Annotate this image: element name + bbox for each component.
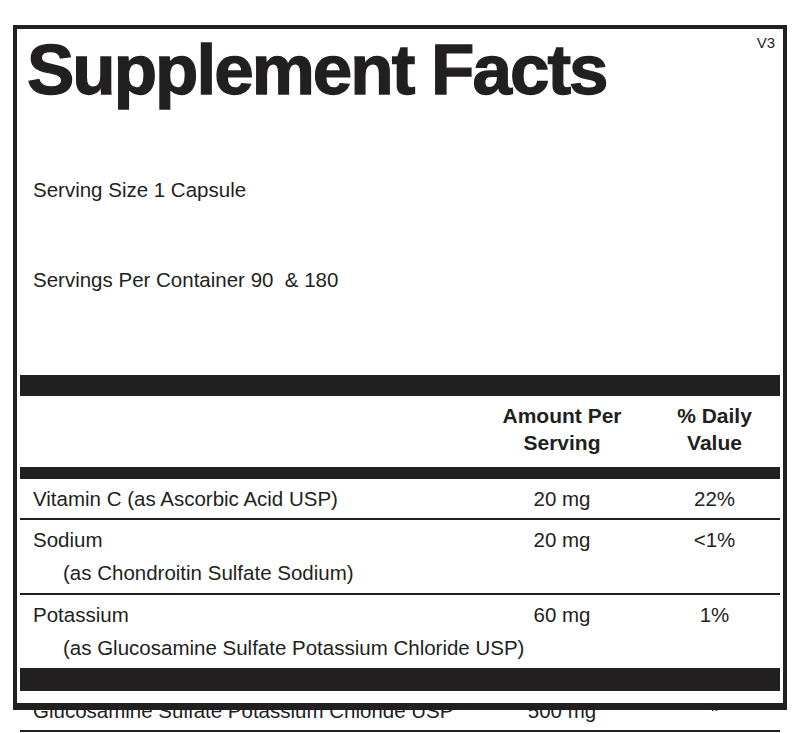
nutrient-name: Vitamin C (as Ascorbic Acid USP): [33, 485, 462, 513]
ingredient-name: Glucosamine Sulfate Potassium Chloride U…: [33, 697, 462, 725]
nutrient-daily-value: 1%: [662, 601, 767, 629]
nutrient-source: (as Chondroitin Sulfate Sodium): [20, 559, 780, 593]
label-image: V3 Supplement Facts Serving Size 1 Capsu…: [0, 0, 800, 733]
divider-bar-top: [20, 375, 780, 396]
nutrient-name: Potassium: [33, 601, 462, 629]
supplement-facts-panel: V3 Supplement Facts Serving Size 1 Capsu…: [13, 25, 787, 710]
divider-bar-header: [20, 467, 780, 479]
ingredient-amount: 500 mg: [462, 697, 662, 725]
nutrient-row-vitamin-c: Vitamin C (as Ascorbic Acid USP) 20 mg 2…: [20, 479, 780, 520]
nutrient-amount: 60 mg: [462, 601, 662, 629]
nutrient-source: (as Glucosamine Sulfate Potassium Chlori…: [20, 634, 780, 668]
nutrient-daily-value: 22%: [662, 485, 767, 513]
ingredient-row-glucosamine: Glucosamine Sulfate Potassium Chloride U…: [20, 691, 780, 732]
ingredient-daily-value: *: [662, 697, 767, 725]
servings-per-container: Servings Per Container 90 & 180: [33, 265, 767, 295]
column-header-daily-value: % Daily Value: [662, 402, 767, 456]
divider-bar-middle: [20, 668, 780, 691]
nutrient-row-sodium: Sodium 20 mg <1% (as Chondroitin Sulfate…: [20, 520, 780, 595]
nutrient-daily-value: <1%: [662, 526, 767, 554]
column-header-amount: Amount Per Serving: [462, 402, 662, 456]
serving-size: Serving Size 1 Capsule: [33, 175, 767, 205]
version-tag: V3: [757, 34, 775, 51]
nutrient-row-potassium: Potassium 60 mg 1% (as Glucosamine Sulfa…: [20, 595, 780, 668]
nutrient-amount: 20 mg: [462, 485, 662, 513]
panel-title: Supplement Facts: [27, 33, 783, 107]
serving-info: Serving Size 1 Capsule Servings Per Cont…: [17, 115, 783, 355]
nutrient-amount: 20 mg: [462, 526, 662, 554]
column-headers: Amount Per Serving % Daily Value: [17, 402, 783, 456]
nutrient-name: Sodium: [33, 526, 462, 554]
